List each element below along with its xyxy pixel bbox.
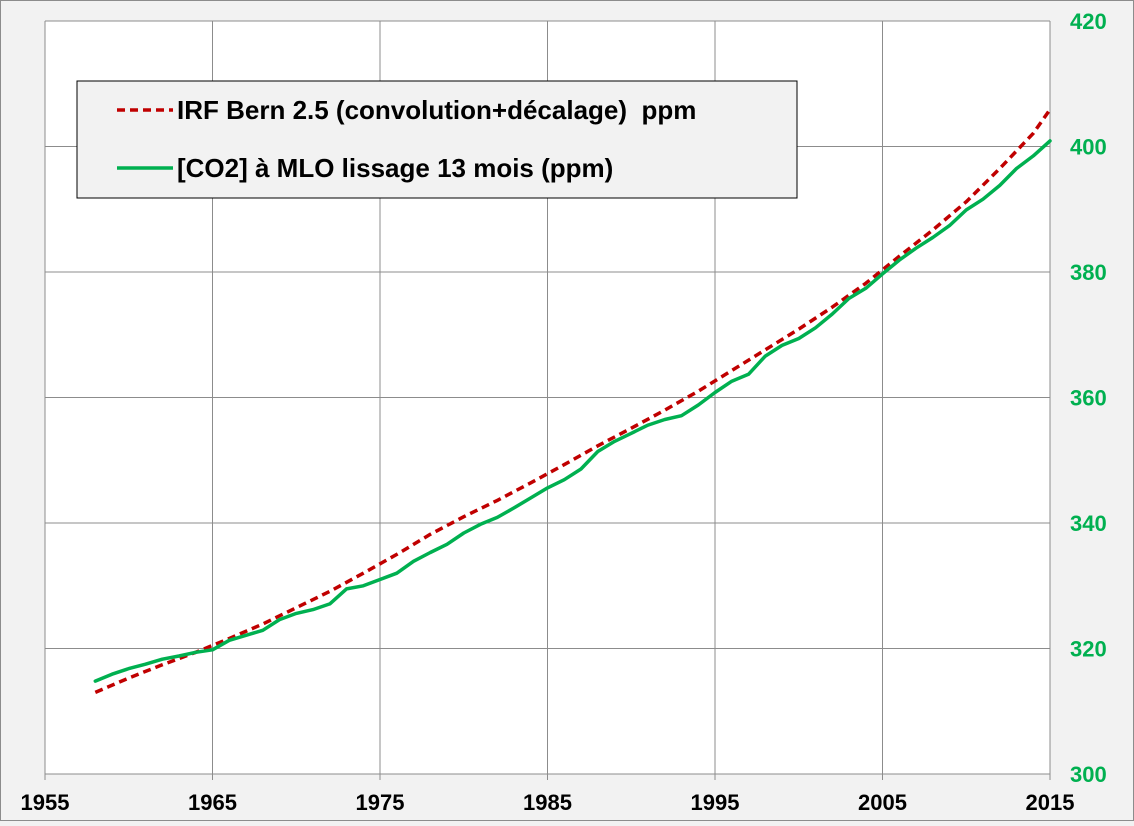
legend-label-co2: [CO2] à MLO lissage 13 mois (ppm) [177,153,613,183]
y-tick-label: 320 [1070,637,1107,662]
x-tick-label: 1975 [356,790,405,815]
series-line-irf-bern [94,108,1052,695]
legend-label-irf: IRF Bern 2.5 (convolution+décalage) ppm [177,95,696,125]
x-tick-label: 1955 [21,790,70,815]
x-tick-label: 1985 [523,790,572,815]
series-line-co2-mlo [93,139,1052,683]
axis-layer: 300 320 340 360 380 400 420 1955 1965 1975 1985 199… [21,9,1107,815]
y-tick-label: 360 [1070,386,1107,411]
series-layer [93,108,1052,695]
x-tick-label: 1965 [188,790,237,815]
legend: IRF Bern 2.5 (convolution+décalage) ppm … [76,80,798,199]
legend-box [76,80,798,199]
x-tick-label: 1995 [691,790,740,815]
y-tick-label: 300 [1070,762,1107,787]
y-tick-label: 340 [1070,511,1107,536]
y-tick-label: 400 [1070,135,1107,160]
y-tick-label: 420 [1070,9,1107,34]
x-tick-label: 2005 [858,790,907,815]
x-tick-label: 2015 [1026,790,1075,815]
y-tick-label: 380 [1070,260,1107,285]
